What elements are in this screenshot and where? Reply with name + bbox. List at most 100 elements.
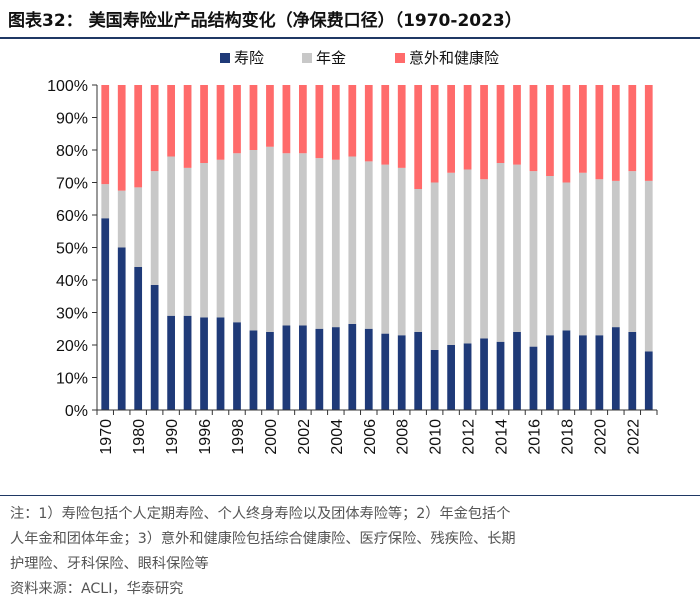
bar-annuity-2014 bbox=[496, 163, 505, 342]
x-tick-label: 2016 bbox=[526, 419, 543, 455]
y-tick-label: 90% bbox=[56, 111, 88, 128]
bar-life-2003 bbox=[315, 328, 324, 410]
bar-health-2008 bbox=[397, 85, 406, 168]
bar-life-2015 bbox=[513, 332, 521, 410]
y-tick-label: 60% bbox=[56, 208, 88, 225]
bar-health-2010 bbox=[430, 85, 439, 183]
bar-annuity-2019 bbox=[579, 172, 587, 336]
bar-life-2008 bbox=[397, 335, 406, 410]
bar-health-1999 bbox=[249, 85, 258, 150]
bar-health-2006 bbox=[364, 85, 373, 162]
bar-annuity-1998 bbox=[233, 153, 241, 323]
bar-life-2014 bbox=[496, 341, 505, 410]
x-tick-label: 2012 bbox=[461, 419, 478, 455]
bar-life-2009 bbox=[414, 332, 423, 410]
bar-annuity-2020 bbox=[595, 179, 604, 336]
bar-life-1975 bbox=[117, 247, 126, 410]
bar-annuity-2022 bbox=[628, 171, 637, 332]
bar-health-1985 bbox=[150, 85, 159, 172]
bar-life-2011 bbox=[447, 345, 455, 410]
bar-life-2020 bbox=[595, 335, 604, 410]
x-tick-label: 1970 bbox=[98, 419, 115, 455]
bar-annuity-2009 bbox=[414, 189, 423, 332]
y-tick-label: 40% bbox=[56, 273, 88, 290]
bar-health-2015 bbox=[513, 85, 521, 165]
bar-health-2003 bbox=[315, 85, 324, 159]
bar-annuity-2021 bbox=[611, 180, 620, 328]
bar-health-1980 bbox=[134, 85, 143, 188]
bar-health-2022 bbox=[628, 85, 637, 172]
title-divider bbox=[0, 37, 700, 39]
bar-health-1997 bbox=[216, 85, 225, 160]
legend-label-0: 寿险 bbox=[234, 49, 264, 67]
bar-annuity-2003 bbox=[315, 158, 324, 329]
bar-life-1985 bbox=[150, 284, 159, 410]
bar-annuity-2004 bbox=[331, 159, 340, 328]
bar-life-2006 bbox=[364, 328, 373, 410]
bar-annuity-2007 bbox=[381, 164, 390, 334]
x-tick-label: 2018 bbox=[559, 419, 576, 455]
bar-annuity-1980 bbox=[134, 187, 143, 267]
bar-annuity-1990 bbox=[167, 156, 175, 316]
bar-life-2002 bbox=[299, 325, 307, 410]
bar-health-1970 bbox=[101, 85, 110, 185]
bar-health-2007 bbox=[381, 85, 390, 165]
note-line-2: 人年金和团体年金；3）意外和健康险包括综合健康险、医疗保险、残疾险、长期 bbox=[10, 531, 516, 547]
bar-health-1996 bbox=[200, 85, 208, 163]
x-tick-label: 2020 bbox=[592, 419, 609, 455]
legend-label-1: 年金 bbox=[316, 49, 346, 67]
legend-swatch-2 bbox=[395, 53, 405, 63]
bar-life-1997 bbox=[216, 317, 225, 410]
bar-life-2023 bbox=[644, 351, 653, 410]
legend-label-2: 意外和健康险 bbox=[409, 49, 499, 67]
bar-life-1995 bbox=[183, 315, 192, 410]
x-tick-label: 2014 bbox=[494, 419, 511, 455]
bar-annuity-2006 bbox=[364, 161, 373, 329]
bar-life-1998 bbox=[233, 322, 241, 410]
x-tick-label: 1980 bbox=[131, 419, 148, 455]
bar-health-1995 bbox=[183, 85, 192, 168]
bar-life-1996 bbox=[200, 317, 208, 410]
x-tick-label: 2008 bbox=[395, 419, 412, 455]
x-tick-label: 1998 bbox=[230, 419, 247, 455]
bar-life-2001 bbox=[282, 325, 291, 410]
bar-health-2013 bbox=[480, 85, 488, 180]
bar-health-2016 bbox=[529, 85, 538, 172]
x-tick-label: 2000 bbox=[263, 419, 280, 455]
x-tick-label: 2002 bbox=[296, 419, 313, 455]
notes-divider bbox=[0, 495, 700, 496]
x-tick-label: 2010 bbox=[428, 419, 445, 455]
bar-annuity-2011 bbox=[447, 172, 455, 345]
bar-annuity-1975 bbox=[117, 190, 126, 248]
bar-health-1975 bbox=[117, 85, 126, 191]
x-tick-label: 1996 bbox=[197, 419, 214, 455]
bar-health-2005 bbox=[348, 85, 357, 157]
notes: 注：1）寿险包括个人定期寿险、个人终身寿险以及团体寿险等；2）年金包括个 人年金… bbox=[10, 502, 692, 602]
bar-life-2004 bbox=[331, 327, 340, 410]
bar-life-2012 bbox=[463, 343, 472, 410]
bar-health-1990 bbox=[167, 85, 175, 157]
bar-life-1990 bbox=[167, 315, 175, 410]
y-tick-label: 50% bbox=[56, 241, 88, 258]
y-tick-label: 30% bbox=[56, 306, 88, 323]
y-tick-label: 0% bbox=[65, 403, 88, 420]
bar-life-2021 bbox=[611, 327, 620, 410]
bar-annuity-2013 bbox=[480, 179, 488, 339]
bar-annuity-1970 bbox=[101, 184, 110, 219]
bar-health-2014 bbox=[496, 85, 505, 163]
bar-annuity-2001 bbox=[282, 153, 291, 326]
bar-annuity-1995 bbox=[183, 167, 192, 316]
note-line-3: 护理险、牙科保险、眼科保险等 bbox=[10, 556, 209, 572]
bar-health-2020 bbox=[595, 85, 604, 180]
bar-annuity-2017 bbox=[546, 176, 554, 336]
x-axis: 1970 1980 1990 1996 1998 2000 2002 2004 2006 2008… bbox=[96, 409, 658, 455]
bar-annuity-1985 bbox=[150, 171, 159, 285]
bar-annuity-2016 bbox=[529, 171, 538, 347]
bar-health-2019 bbox=[579, 85, 587, 173]
bar-health-2011 bbox=[447, 85, 455, 173]
bar-life-2022 bbox=[628, 332, 637, 410]
bar-health-2018 bbox=[562, 85, 571, 183]
bar-life-2017 bbox=[546, 335, 554, 410]
bar-annuity-2015 bbox=[513, 164, 521, 332]
bar-life-2005 bbox=[348, 323, 357, 410]
